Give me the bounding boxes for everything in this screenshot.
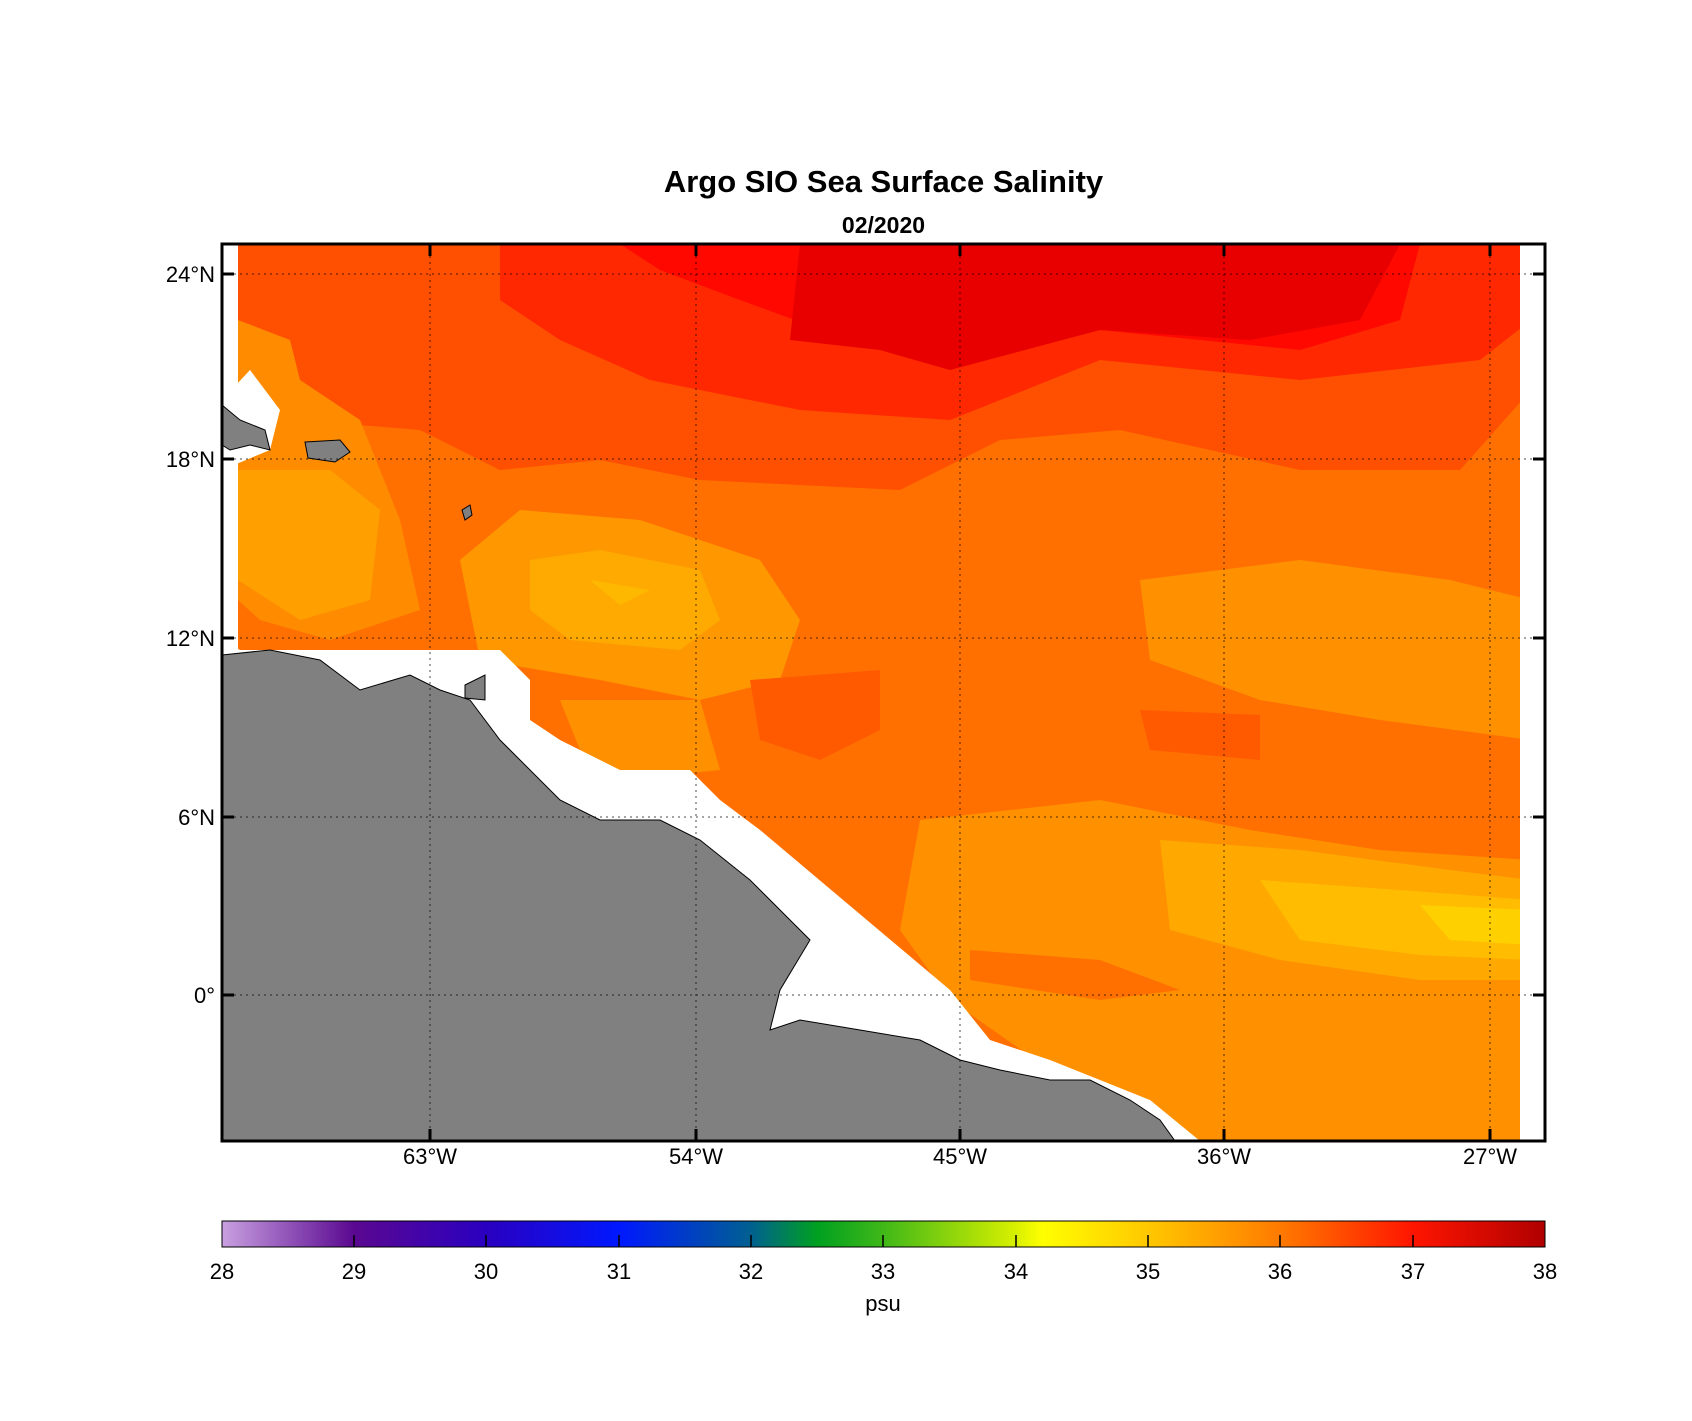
- lon-tick-label: 45°W: [933, 1144, 987, 1169]
- colorbar-tick-label: 29: [342, 1259, 366, 1284]
- colorbar-tick-label: 33: [871, 1259, 895, 1284]
- salinity-field: [238, 244, 1531, 1141]
- land-island: [304, 439, 351, 463]
- lat-tick-label: 18°N: [166, 447, 215, 472]
- chart-title: Argo SIO Sea Surface Salinity: [663, 164, 1104, 199]
- colorbar-tick-label: 37: [1401, 1259, 1425, 1284]
- chart-subtitle: 02/2020: [841, 212, 926, 238]
- colorbar-tick-label: 38: [1533, 1259, 1557, 1284]
- colorbar-tick-label: 31: [607, 1259, 631, 1284]
- lon-tick-label: 54°W: [669, 1144, 723, 1169]
- colorbar-tick-label: 28: [210, 1259, 234, 1284]
- colorbar-tick-label: 34: [1004, 1259, 1028, 1284]
- land-south-america: [221, 649, 1176, 1142]
- lat-tick-label: 6°N: [178, 805, 215, 830]
- lon-tick-label: 27°W: [1463, 1144, 1517, 1169]
- colorbar-tick-label: 32: [739, 1259, 763, 1284]
- lat-tick-label: 24°N: [166, 262, 215, 287]
- colorbar-tick-label: 30: [474, 1259, 498, 1284]
- colorbar-unit-label: psu: [865, 1291, 900, 1316]
- lat-tick-label: 0°: [194, 983, 215, 1008]
- lon-tick-label: 36°W: [1197, 1144, 1251, 1169]
- grid-lines: [222, 244, 1545, 1141]
- lat-tick-label: 12°N: [166, 626, 215, 651]
- colorbar-tick-label: 36: [1268, 1259, 1292, 1284]
- map-frame: [220, 242, 1547, 1143]
- lon-tick-label: 63°W: [403, 1144, 457, 1169]
- colorbar-tick-label: 35: [1136, 1259, 1160, 1284]
